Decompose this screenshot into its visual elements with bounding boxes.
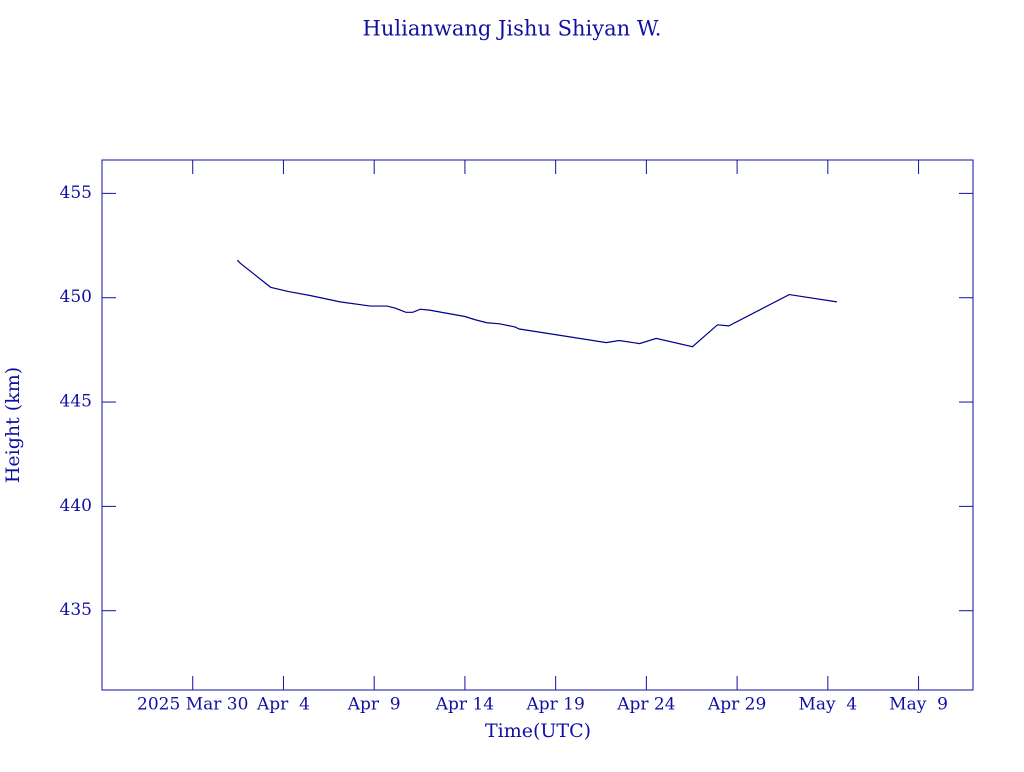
plot-frame [101,159,974,691]
x-tick-label: Apr 24 [616,695,675,715]
x-axis-label: Time(UTC) [485,720,591,742]
x-tick-label: Apr 14 [435,695,494,715]
x-tick-label: Apr 19 [525,695,584,715]
y-axis-label: Height (km) [2,367,24,483]
data-line [236,259,838,348]
x-tick-label: Apr 4 [256,695,310,715]
x-tick-label: Apr 9 [347,695,401,715]
chart-title: Hulianwang Jishu Shiyan W. [363,17,662,41]
y-tick-label: 445 [60,392,92,412]
x-tick-label: May 4 [798,695,857,715]
y-tick-label: 455 [60,183,92,203]
y-tick-label: 450 [60,287,92,307]
x-tick-label: Apr 29 [707,695,766,715]
x-tick-label: May 9 [889,695,948,715]
y-tick-label: 440 [60,496,92,516]
y-tick-label: 435 [60,600,92,620]
x-tick-label: 2025 Mar 30 [137,695,248,715]
